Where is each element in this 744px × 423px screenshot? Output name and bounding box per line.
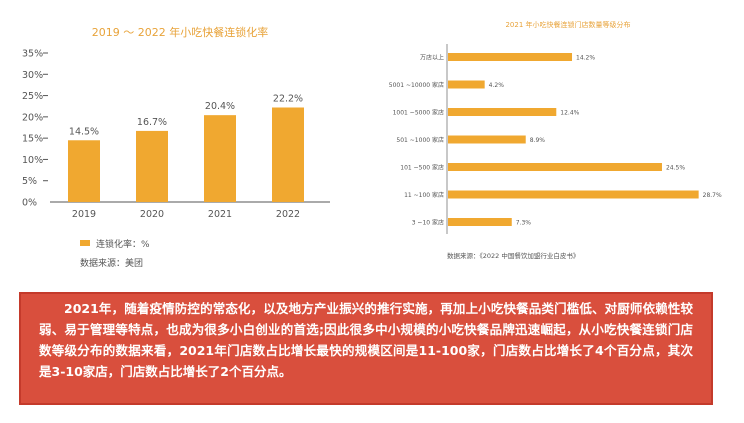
x-tick-label: 2020 bbox=[140, 209, 164, 220]
category-label: 501 ~1000 家店 bbox=[396, 136, 444, 144]
distribution-chart-title: 2021 年小吃快餐连锁门店数量等级分布 bbox=[505, 20, 630, 29]
y-tick-label: 0% bbox=[22, 198, 37, 209]
x-tick-label: 2019 bbox=[72, 209, 96, 220]
store-scale-distribution-chart: 2021 年小吃快餐连锁门店数量等级分布 万店以上 14.2% 5001 ~1000… bbox=[389, 20, 722, 260]
bar-value-label: 28.7% bbox=[703, 192, 722, 199]
y-tick-label: 5% bbox=[22, 176, 37, 187]
x-tick-label: 2022 bbox=[276, 209, 300, 220]
y-tick-label: 25% bbox=[22, 91, 43, 102]
y-axis: 0% 5% 10% 15% 20% 25% 30% 35% bbox=[22, 49, 48, 209]
summary-box: 2021年，随着疫情防控的常态化，以及地方产业振兴的推行实施，再加上小吃快餐品类… bbox=[19, 292, 713, 405]
bar-value-label: 16.7% bbox=[137, 117, 167, 128]
category-label: 101 ~500 家店 bbox=[400, 164, 444, 172]
bar bbox=[204, 115, 236, 202]
bar bbox=[448, 53, 573, 61]
bar bbox=[68, 140, 100, 202]
legend-label: 连锁化率：% bbox=[96, 238, 150, 250]
bar bbox=[272, 107, 304, 202]
bar-value-label: 4.2% bbox=[489, 82, 505, 89]
y-tick-label: 35% bbox=[22, 49, 43, 60]
bar-group: 万店以上 14.2% 5001 ~10000 家店 4.2% 1001 ~5000 家店… bbox=[389, 53, 722, 227]
bar bbox=[448, 190, 699, 199]
category-label: 11 ~100 家店 bbox=[404, 191, 444, 199]
bar-group: 14.5% 2019 16.7% 2020 20.4% 2021 22.2% 2022 bbox=[68, 93, 304, 220]
distribution-source-note: 数据来源：《2022 中国餐饮加盟行业白皮书》 bbox=[447, 251, 579, 260]
category-label: 5001 ~10000 家店 bbox=[389, 81, 444, 89]
bar bbox=[448, 80, 485, 89]
store-scale-distribution-panel: 2021 年小吃快餐连锁门店数量等级分布 万店以上 14.2% 5001 ~1000… bbox=[368, 0, 744, 290]
y-tick-label: 30% bbox=[22, 70, 43, 81]
bar-value-label: 14.2% bbox=[576, 55, 595, 62]
bar bbox=[448, 218, 512, 226]
y-tick-label: 20% bbox=[22, 112, 43, 123]
chain-rate-chart-title: 2019 ～ 2022 年小吃快餐连锁化率 bbox=[92, 25, 268, 39]
bar bbox=[448, 135, 526, 144]
summary-paragraph: 2021年，随着疫情防控的常态化，以及地方产业振兴的推行实施，再加上小吃快餐品类… bbox=[39, 301, 693, 379]
y-tick-label: 15% bbox=[22, 134, 43, 145]
bar-value-label: 8.9% bbox=[530, 137, 546, 144]
category-label: 1001 ~5000 家店 bbox=[393, 109, 444, 117]
bar bbox=[448, 163, 662, 171]
x-tick-label: 2021 bbox=[208, 209, 232, 220]
legend-swatch bbox=[80, 240, 90, 246]
category-label: 3 ~10 家店 bbox=[412, 219, 444, 227]
bar-value-label: 12.4% bbox=[560, 110, 579, 117]
bar-value-label: 20.4% bbox=[205, 101, 235, 112]
chain-rate-chart: 2019 ～ 2022 年小吃快餐连锁化率 0% 5% 10% 15% 20% 25% 30… bbox=[22, 25, 330, 269]
category-label: 万店以上 bbox=[420, 54, 444, 62]
bar-value-label: 7.3% bbox=[516, 220, 532, 227]
bar bbox=[136, 130, 168, 202]
bar bbox=[448, 108, 557, 116]
chain-rate-chart-panel: 2019 ～ 2022 年小吃快餐连锁化率 0% 5% 10% 15% 20% 25% 30… bbox=[0, 0, 360, 290]
chart-source-note: 数据来源：美团 bbox=[80, 257, 143, 269]
bar-value-label: 24.5% bbox=[666, 165, 685, 172]
bar-value-label: 22.2% bbox=[273, 93, 303, 104]
bar-value-label: 14.5% bbox=[69, 126, 99, 137]
y-tick-label: 10% bbox=[22, 155, 43, 166]
